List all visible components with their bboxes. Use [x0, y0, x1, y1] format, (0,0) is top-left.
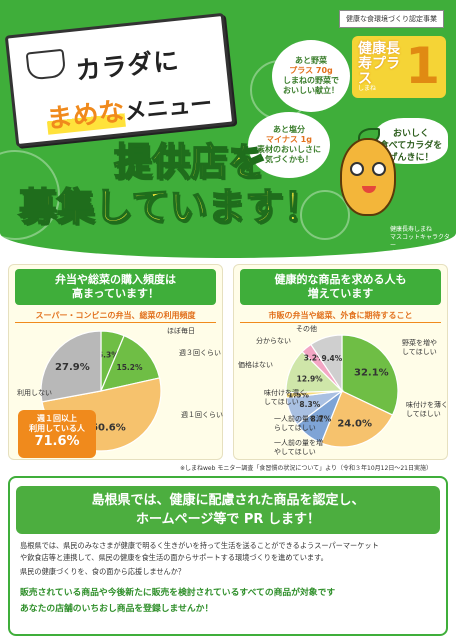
mascot-mamenakun [330, 128, 402, 234]
callout-text: 週１回以上 [37, 414, 77, 423]
body-paragraph: 島根県では、県民のみなさまが健康で明るく生きがいを持って生活を送ることができるよ… [20, 540, 436, 564]
heading-line: ホームページ等で PR します！ [136, 512, 320, 527]
title-line1: 提供店を [113, 139, 267, 185]
board-line1: カラダに [74, 45, 181, 86]
pie-value-label: 9.4% [321, 354, 342, 363]
pie-category-label: 週３回くらい [179, 348, 221, 357]
pie-category-label: 利用しない [17, 388, 52, 397]
pie-value-label: 24.0% [337, 418, 372, 429]
source-note: ※しまねweb モニター調査「食習慣の状況について」より（令和３年10月12日～… [180, 465, 432, 472]
expectation-panel: 健康的な商品を求める人も 増えています 市販の弁当や総菜、外食に期待すること 3… [233, 264, 448, 460]
pie-category-label: 野菜を増やしてほしい [402, 338, 437, 356]
pie-category-label: 味付けを濃くしてほしい [264, 388, 306, 406]
logo-sub: しまね [358, 85, 377, 92]
pie-category-label: 一人前の量を増やしてほしい [274, 438, 323, 456]
salt-bubble: あと塩分 マイナス 1g 素材のおいしさに 気づくかも！ [248, 112, 330, 178]
bubble-text: おいしい献立！ [283, 86, 339, 95]
logo-text: 健康長寿プラス [358, 41, 400, 87]
pie-value-label: 27.9% [55, 362, 90, 373]
pie-value-label: 50.6% [91, 422, 126, 433]
panel-subtitle: 市販の弁当や総菜、外食に期待すること [240, 309, 441, 323]
pie-category-label: 味付けを薄くしてほしい [406, 400, 448, 418]
body-paragraph: 県民の健康づくりを、食の面から応援しませんか？ [20, 567, 186, 576]
callout-text: 利用している人 [29, 424, 85, 433]
bubble-text: 素材のおいしさに [257, 145, 321, 154]
certification-info: 島根県では、健康に配慮された商品を認定し、 ホームページ等で PR します！ 島… [8, 476, 448, 636]
emphasis-line: 販売されている商品や今後新たに販売を検討されているすべての商品が対象です [20, 588, 336, 598]
bubble-text: あと塩分 [273, 125, 305, 134]
menu-board: カラダに まめなメニュー [4, 12, 236, 148]
mascot-mouth [362, 186, 376, 193]
pie-value-label: 1.5% [288, 390, 309, 399]
pie-category-label: 一人前の量を減らしてほしい [274, 414, 323, 432]
title-line2: 募集しています！ [18, 184, 322, 230]
pie-category-label: その他 [296, 325, 317, 333]
mascot-body [340, 138, 396, 216]
mascot-eye [350, 162, 364, 176]
board-highlight: まめな [45, 96, 126, 135]
bubble-text: マイナス 1g [266, 135, 312, 144]
catch-text: 食べてカラダを [379, 141, 443, 151]
pie-value-label: 12.9% [297, 374, 324, 383]
bubble-text: 気づくかも！ [265, 155, 313, 164]
pie-category-label: 価格はない [238, 360, 273, 369]
caption-text: マスコットキャラクター [390, 234, 450, 249]
panel-subtitle: スーパー・コンビニの弁当、総菜の利用頻度 [15, 309, 216, 323]
panel-title-line: 健康的な商品を求める人も [274, 273, 407, 286]
pie-slice-more-veg [341, 334, 399, 416]
certification-heading: 島根県では、健康に配慮された商品を認定し、 ホームページ等で PR します！ [16, 486, 440, 534]
panel-title-line: 高まっています！ [71, 287, 159, 300]
pie-category-label: 週１回くらい [181, 410, 223, 419]
caption-text: まめなくん [390, 250, 421, 257]
pie-value-label: 8.7% [311, 415, 332, 424]
callout-value: 71.6% [34, 434, 80, 449]
body-line: や飲食店等と連携して、県民の健康を食生活の面からサポートする環境づくりを進めてい… [20, 553, 328, 562]
bubble-text: あと野菜 [295, 56, 327, 65]
caption-text: 健康長寿しまね [390, 226, 433, 233]
panel-title: 弁当や総菜の購入頻度は 高まっています！ [15, 269, 216, 305]
pie-slice-none [40, 330, 102, 403]
panel-title-line: 増えています [307, 287, 374, 300]
logo-number: 1 [405, 37, 440, 95]
pie-value-label: 3.2% [304, 353, 325, 362]
pie-value-label: 8.3% [299, 400, 320, 409]
pie-category-label: ほぼ毎日 [167, 326, 195, 335]
pie-value-label: 6.3% [98, 351, 119, 360]
bubble-text: しまねの野菜で [283, 76, 339, 85]
pie-value-label: 15.2% [116, 363, 143, 372]
mascot-eye [372, 162, 386, 176]
pie-slice-other [310, 334, 343, 393]
pot-icon [25, 48, 67, 81]
kenko-plus-logo: 健康長寿プラス 1 しまね [352, 36, 446, 98]
pie-value-label: 32.1% [354, 367, 389, 378]
heading-line: 島根県では、健康に配慮された商品を認定し、 [91, 493, 365, 508]
weekly-user-callout: 週１回以上 利用している人 71.6% [18, 410, 96, 458]
vegetable-bubble: あと野菜 プラス 70g しまねの野菜で おいしい献立！ [272, 40, 350, 112]
bubble-text: プラス 70g [289, 66, 333, 75]
emphasis-line: あなたの店舗のいちおし商品を登録しませんか！ [20, 604, 214, 614]
main-title: 提供店を 募集しています！ [0, 139, 340, 230]
board-rest: メニュー [123, 91, 214, 126]
org-badge: 健康な食環境づくり認定事業 [339, 10, 444, 28]
catch-text: げんきに！ [388, 153, 434, 163]
pie-slice-lighter [320, 390, 394, 448]
pie-category-label: 分からない [256, 336, 291, 345]
panel-title-line: 弁当や総菜の購入頻度は [55, 273, 176, 286]
pie-slice-thrice-weekly [99, 334, 161, 392]
body-line: 島根県では、県民のみなさまが健康で明るく生きがいを持って生活を送ることができるよ… [20, 541, 379, 550]
mascot-caption: 健康長寿しまね マスコットキャラクター まめなくん [390, 226, 454, 258]
board-line2: まめなメニュー [45, 82, 214, 136]
decor-circle [300, 190, 350, 240]
panel-title: 健康的な商品を求める人も 増えています [240, 269, 441, 305]
pie-chart-expectation: 32.1% 24.0% 8.7% 8.3%1.5% 12.9% 3.2%9.4% 野菜を増や… [238, 325, 448, 456]
catch-text: おいしく [392, 129, 429, 139]
